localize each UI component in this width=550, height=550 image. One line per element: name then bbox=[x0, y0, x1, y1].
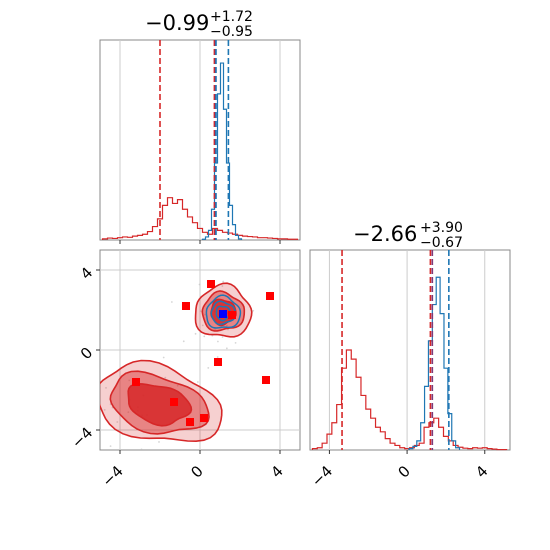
sample-point bbox=[105, 387, 107, 389]
red-marker bbox=[262, 376, 270, 384]
histogram-y-x-ticks: −4 0 4 bbox=[308, 450, 492, 490]
sample-point bbox=[201, 324, 204, 327]
histogram-x-quantile-lines bbox=[159, 40, 230, 240]
histogram-y-title-main: −2.66 bbox=[353, 222, 417, 246]
sample-point bbox=[96, 366, 98, 368]
sample-point bbox=[226, 324, 228, 327]
sample-point bbox=[182, 340, 185, 343]
sample-point bbox=[127, 411, 130, 414]
histogram-y-title-sub: −0.67 bbox=[420, 235, 463, 251]
histogram-x-title-sup: +1.72 bbox=[210, 9, 253, 25]
sample-point bbox=[128, 379, 131, 382]
sample-point bbox=[203, 335, 206, 338]
sample-point bbox=[222, 280, 225, 283]
sample-point bbox=[103, 408, 106, 411]
histogram-x-title-sub: −0.95 bbox=[210, 24, 253, 40]
histogram-y-quantile-lines bbox=[341, 250, 450, 450]
blue-marker bbox=[219, 310, 227, 318]
red-marker bbox=[228, 311, 236, 319]
x-tick-label: −4 bbox=[98, 462, 126, 490]
sample-point bbox=[109, 445, 112, 448]
red-marker bbox=[132, 378, 140, 386]
histogram-blue-series bbox=[201, 62, 243, 240]
y-tick-label: −4 bbox=[68, 424, 96, 452]
contour-y-ticks: −4 0 4 bbox=[68, 264, 100, 452]
sample-point bbox=[140, 448, 143, 450]
x-tick-label: 0 bbox=[187, 462, 206, 481]
sample-point bbox=[204, 313, 207, 316]
histogram-y-frame bbox=[309, 249, 511, 451]
red-marker bbox=[207, 280, 215, 288]
sample-point bbox=[207, 367, 210, 369]
x-tick-label: −4 bbox=[308, 462, 336, 490]
contour-grid bbox=[100, 250, 300, 450]
contour-blue-levels bbox=[205, 294, 242, 329]
histogram-panel-y: −4 0 4 −2.66 +3.90 −0.67 bbox=[308, 220, 511, 490]
sample-point bbox=[221, 336, 224, 338]
contour-panel: −4 0 4 −4 0 4 bbox=[68, 249, 301, 490]
histogram-x-title-main: −0.99 bbox=[145, 11, 209, 35]
sample-point bbox=[116, 421, 119, 423]
histogram-red-series bbox=[101, 197, 299, 240]
contour-markers bbox=[132, 280, 274, 426]
sample-point bbox=[252, 309, 255, 312]
sample-point bbox=[92, 407, 94, 409]
histogram-blue-series bbox=[408, 276, 461, 450]
contour-x-ticks: −4 0 4 bbox=[98, 450, 287, 490]
sample-point bbox=[88, 393, 90, 395]
sample-point bbox=[217, 340, 219, 343]
sample-point bbox=[216, 356, 219, 358]
sample-point bbox=[198, 283, 201, 286]
sample-point bbox=[176, 384, 179, 387]
red-marker bbox=[266, 292, 274, 300]
x-tick-label: 0 bbox=[394, 462, 413, 481]
histogram-y-series bbox=[311, 276, 508, 451]
histogram-y-title-sup: +3.90 bbox=[420, 220, 463, 236]
sample-point bbox=[234, 341, 237, 344]
sample-point bbox=[164, 376, 167, 379]
blue-contour-level bbox=[205, 294, 242, 329]
histogram-x-series bbox=[101, 62, 299, 240]
histogram-y-grid bbox=[328, 250, 486, 450]
histogram-panel-x: −0.99 +1.72 −0.95 bbox=[99, 9, 301, 244]
sample-point bbox=[199, 310, 202, 313]
red-marker bbox=[214, 358, 222, 366]
red-marker bbox=[182, 302, 190, 310]
blue-contour-level bbox=[210, 300, 237, 326]
sample-point bbox=[194, 332, 197, 335]
sample-point bbox=[158, 441, 160, 443]
histogram-x-grid bbox=[119, 40, 281, 244]
red-contour-level bbox=[127, 382, 193, 427]
sample-point bbox=[162, 356, 165, 359]
sample-point bbox=[170, 301, 173, 303]
y-tick-label: 4 bbox=[77, 264, 96, 283]
x-tick-label: 4 bbox=[267, 462, 286, 481]
histogram-x-title: −0.99 bbox=[145, 11, 209, 35]
sample-point bbox=[196, 381, 199, 383]
red-marker bbox=[200, 414, 208, 422]
red-marker bbox=[186, 418, 194, 426]
x-tick-label: 4 bbox=[472, 462, 491, 481]
sample-point bbox=[96, 362, 98, 364]
sample-point bbox=[225, 347, 228, 350]
sample-point bbox=[96, 393, 98, 395]
red-marker bbox=[170, 398, 178, 406]
blue-contour-level bbox=[215, 305, 232, 322]
sample-point bbox=[221, 285, 224, 287]
y-tick-label: 0 bbox=[77, 344, 96, 363]
